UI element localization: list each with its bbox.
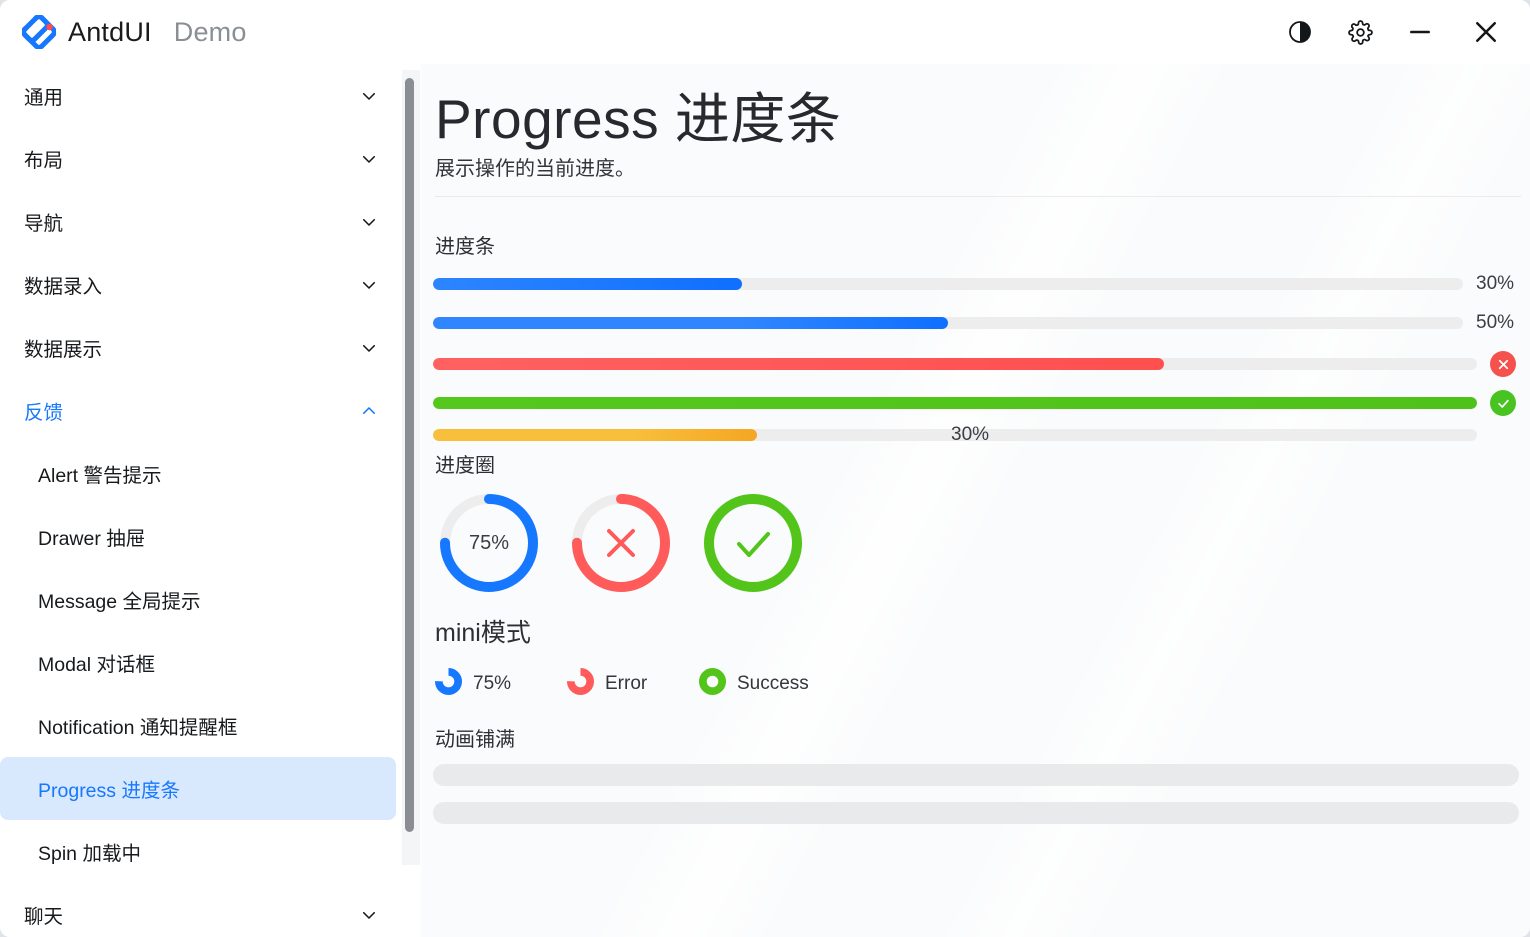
- progress-bar-warning-30[interactable]: 30%: [433, 424, 1519, 445]
- progress-fill: [433, 278, 742, 290]
- theme-toggle-button[interactable]: [1270, 0, 1330, 64]
- page-description: 展示操作的当前进度。: [435, 158, 635, 180]
- chevron-down-icon: [360, 150, 378, 168]
- mini-donut-normal-icon: [435, 668, 462, 700]
- sidebar-item-label: Spin 加载中: [38, 843, 141, 865]
- progress-circle-label: 75%: [468, 531, 510, 554]
- sidebar-item-label: Drawer 抽屉: [38, 528, 146, 550]
- mini-progress-success[interactable]: Success: [699, 668, 809, 700]
- sidebar-group-label: 通用: [24, 87, 64, 109]
- section-title-bars: 进度条: [435, 236, 495, 258]
- sidebar-scrollbar-thumb[interactable]: [405, 78, 414, 832]
- progress-bar-success-100[interactable]: [433, 390, 1519, 416]
- sidebar-group-daohang[interactable]: 导航: [0, 190, 404, 253]
- progress-bar-normal-30[interactable]: 30%: [433, 273, 1519, 295]
- sidebar-item-notification[interactable]: Notification 通知提醒框: [0, 694, 396, 757]
- sidebar-item-label: Modal 对话框: [38, 654, 156, 676]
- chevron-down-icon: [360, 87, 378, 105]
- sidebar-item-message[interactable]: Message 全局提示: [0, 568, 396, 631]
- progress-circle-success[interactable]: [703, 493, 803, 593]
- progress-circle-normal[interactable]: 75%: [439, 493, 539, 593]
- progress-fill: [433, 358, 1164, 370]
- progress-track: [433, 278, 1463, 290]
- sidebar-group-shujuluru[interactable]: 数据录入: [0, 253, 404, 316]
- sidebar-item-spin[interactable]: Spin 加载中: [0, 820, 396, 883]
- close-circle-icon: [1490, 351, 1516, 377]
- sidebar-group-fankui[interactable]: 反馈: [0, 379, 404, 442]
- sidebar-group-label: 导航: [24, 213, 64, 235]
- mini-donut-error-icon: [567, 668, 594, 700]
- check-circle-icon: [1490, 390, 1516, 416]
- chevron-down-icon: [360, 276, 378, 294]
- sidebar-item-modal[interactable]: Modal 对话框: [0, 631, 396, 694]
- section-title-mini: mini模式: [435, 619, 531, 647]
- animated-progress-bar-2[interactable]: [433, 802, 1519, 824]
- chevron-down-icon: [360, 339, 378, 357]
- sidebar-group-tongyong[interactable]: 通用: [0, 64, 404, 127]
- sidebar-group-label: 反馈: [24, 402, 64, 424]
- settings-button[interactable]: [1330, 0, 1390, 64]
- mini-progress-label: 75%: [473, 673, 512, 694]
- sidebar-group-label: 聊天: [24, 906, 64, 928]
- window-controls: [1270, 0, 1530, 64]
- progress-track: [433, 358, 1477, 370]
- mini-progress-error[interactable]: Error: [567, 668, 647, 700]
- chevron-down-icon: [360, 906, 378, 924]
- progress-fill: [433, 397, 1477, 409]
- progress-track: [433, 429, 1477, 441]
- chevron-down-icon: [360, 213, 378, 231]
- progress-fill: [433, 429, 757, 441]
- progress-bar-normal-50[interactable]: 50%: [433, 312, 1519, 334]
- sidebar-group-shujuzhanshi[interactable]: 数据展示: [0, 316, 404, 379]
- sidebar-item-label: Notification 通知提醒框: [38, 717, 238, 739]
- sidebar-group-label: 数据展示: [24, 339, 103, 361]
- mini-progress-label: Error: [605, 673, 648, 694]
- sidebar-item-label: Alert 警告提示: [38, 465, 162, 487]
- antdui-logo-icon: [21, 14, 57, 50]
- minimize-button[interactable]: [1390, 0, 1450, 64]
- sidebar-item-label: Progress 进度条: [38, 780, 180, 802]
- progress-value-label: 30%: [951, 424, 990, 445]
- progress-fill: [433, 317, 948, 329]
- sidebar[interactable]: 通用 布局 导航 数据录入 数据展示: [0, 64, 404, 937]
- mini-progress-normal[interactable]: 75%: [435, 668, 511, 700]
- mini-donut-success-icon: [699, 668, 726, 700]
- sidebar-item-label: Message 全局提示: [38, 591, 201, 613]
- section-title-animated: 动画铺满: [435, 729, 515, 751]
- sidebar-group-label: 布局: [24, 150, 64, 172]
- progress-track: [433, 397, 1477, 409]
- progress-bar-error-70[interactable]: [433, 351, 1519, 377]
- sidebar-item-alert[interactable]: Alert 警告提示: [0, 442, 396, 505]
- close-button[interactable]: [1450, 0, 1522, 64]
- mini-progress-label: Success: [737, 673, 809, 694]
- app-name: AntdUI: [68, 16, 152, 47]
- title-bar: AntdUI Demo: [0, 0, 1530, 64]
- sidebar-item-progress[interactable]: Progress 进度条: [0, 757, 396, 820]
- progress-circle-error[interactable]: [571, 493, 671, 593]
- progress-value-label: 50%: [1476, 312, 1515, 333]
- sidebar-item-drawer[interactable]: Drawer 抽屉: [0, 505, 396, 568]
- section-title-circles: 进度圈: [435, 455, 495, 477]
- sidebar-group-buju[interactable]: 布局: [0, 127, 404, 190]
- progress-track: [433, 317, 1463, 329]
- main-content: Progress 进度条 展示操作的当前进度。 进度条 30% 50%: [421, 64, 1530, 937]
- sidebar-group-liaotian[interactable]: 聊天: [0, 883, 404, 937]
- app-mode: Demo: [173, 16, 247, 47]
- progress-value-label: 30%: [1476, 273, 1515, 294]
- header-divider: [435, 196, 1521, 197]
- chevron-up-icon: [360, 402, 378, 420]
- brand: AntdUI Demo: [0, 14, 247, 50]
- sidebar-group-label: 数据录入: [24, 276, 103, 298]
- page-title: Progress 进度条: [435, 88, 842, 150]
- animated-progress-bar-1[interactable]: [433, 764, 1519, 786]
